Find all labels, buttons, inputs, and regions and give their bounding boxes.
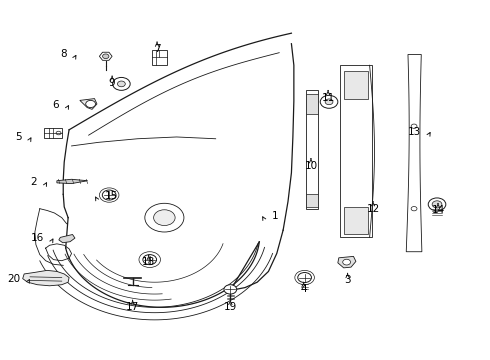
Polygon shape [344,71,368,99]
Text: 8: 8 [60,49,67,59]
Bar [152,50,167,65]
Text: 9: 9 [109,78,116,88]
Text: 15: 15 [105,191,118,201]
Text: 18: 18 [142,257,155,267]
Polygon shape [344,207,368,234]
Circle shape [154,210,175,226]
Circle shape [343,259,350,265]
Polygon shape [59,234,75,243]
Polygon shape [406,54,422,252]
Text: 6: 6 [53,100,59,110]
Circle shape [411,207,417,211]
Text: 16: 16 [30,233,44,243]
Bar [44,128,62,138]
Circle shape [102,190,116,200]
Text: 3: 3 [344,275,351,285]
Bar [340,65,372,237]
Text: 7: 7 [154,44,160,54]
Circle shape [428,198,446,211]
Text: 5: 5 [15,132,22,142]
Circle shape [432,201,442,208]
Polygon shape [306,94,318,114]
Text: 14: 14 [431,206,444,216]
Text: 11: 11 [321,93,335,103]
Circle shape [320,95,338,108]
Text: 10: 10 [304,161,318,171]
Circle shape [325,99,333,105]
Circle shape [298,273,312,283]
Circle shape [118,81,125,87]
Circle shape [309,102,316,107]
Text: 17: 17 [126,302,139,312]
Circle shape [102,54,109,59]
Polygon shape [306,194,318,207]
Circle shape [411,124,417,129]
Circle shape [86,100,96,108]
Text: 1: 1 [272,211,278,221]
Circle shape [113,77,130,90]
Text: 4: 4 [300,284,307,294]
Polygon shape [338,256,356,268]
Circle shape [143,255,157,265]
Polygon shape [57,179,88,184]
Circle shape [224,285,237,294]
Text: 2: 2 [31,177,37,187]
Polygon shape [23,270,69,286]
Polygon shape [99,52,112,60]
Polygon shape [80,99,97,109]
Text: 13: 13 [408,127,421,136]
Text: 12: 12 [367,204,380,214]
Circle shape [145,203,184,232]
Text: 19: 19 [224,302,237,312]
Circle shape [309,199,316,204]
Bar [306,90,318,209]
Circle shape [56,131,61,135]
Text: 20: 20 [7,274,20,284]
